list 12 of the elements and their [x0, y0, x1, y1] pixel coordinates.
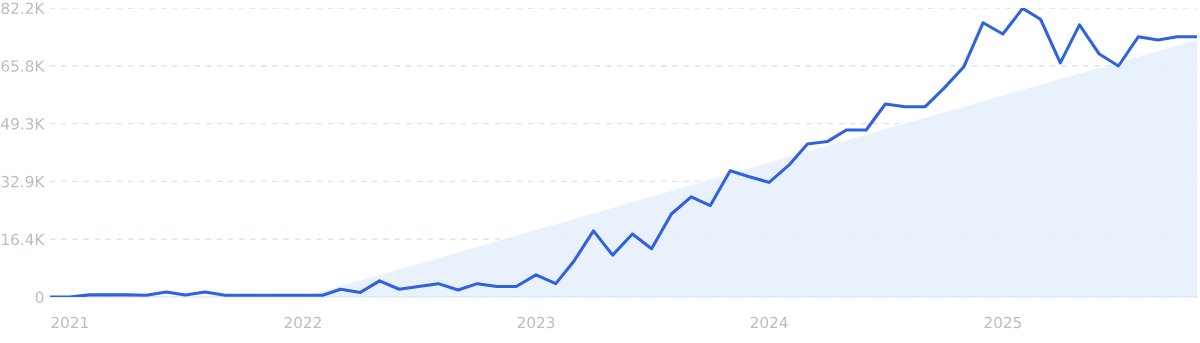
x-tick-label: 2022 — [284, 316, 321, 329]
y-tick-label: 0 — [35, 291, 44, 304]
x-tick-label: 2021 — [51, 316, 88, 329]
y-tick-label: 49.3K — [1, 118, 45, 130]
y-tick-label: 82.2K — [1, 2, 45, 15]
y-tick-label: 65.8K — [1, 60, 45, 72]
y-tick-label: 32.9K — [1, 175, 45, 188]
x-tick-label: 2024 — [750, 316, 788, 329]
line-series — [50, 8, 1197, 297]
y-tick-label: 16.4K — [2, 233, 45, 246]
x-tick-label: 2023 — [517, 316, 555, 329]
x-tick-label: 2025 — [984, 316, 1021, 329]
